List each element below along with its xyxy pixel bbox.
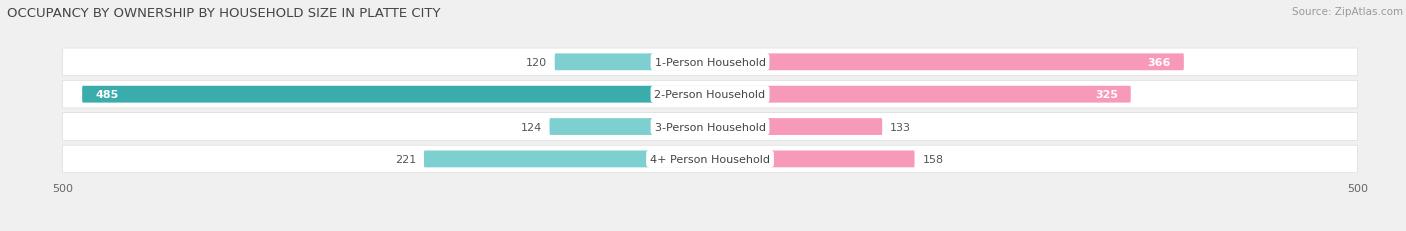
FancyBboxPatch shape: [63, 146, 1357, 173]
FancyBboxPatch shape: [63, 113, 1357, 141]
FancyBboxPatch shape: [63, 49, 1357, 76]
Text: 133: 133: [890, 122, 911, 132]
FancyBboxPatch shape: [710, 151, 914, 168]
FancyBboxPatch shape: [710, 54, 1184, 71]
Text: 3-Person Household: 3-Person Household: [655, 122, 765, 132]
FancyBboxPatch shape: [555, 54, 710, 71]
Text: 124: 124: [520, 122, 541, 132]
FancyBboxPatch shape: [425, 151, 710, 168]
FancyBboxPatch shape: [550, 119, 710, 135]
FancyBboxPatch shape: [710, 119, 882, 135]
Text: 2-Person Household: 2-Person Household: [654, 90, 766, 100]
Text: 221: 221: [395, 154, 416, 164]
Text: 4+ Person Household: 4+ Person Household: [650, 154, 770, 164]
Text: 158: 158: [922, 154, 943, 164]
FancyBboxPatch shape: [82, 86, 710, 103]
Text: 485: 485: [96, 90, 118, 100]
FancyBboxPatch shape: [63, 81, 1357, 109]
Text: 325: 325: [1095, 90, 1118, 100]
Text: OCCUPANCY BY OWNERSHIP BY HOUSEHOLD SIZE IN PLATTE CITY: OCCUPANCY BY OWNERSHIP BY HOUSEHOLD SIZE…: [7, 7, 440, 20]
Text: 1-Person Household: 1-Person Household: [655, 58, 765, 67]
Text: Source: ZipAtlas.com: Source: ZipAtlas.com: [1292, 7, 1403, 17]
FancyBboxPatch shape: [710, 86, 1130, 103]
Text: 366: 366: [1147, 58, 1171, 67]
Text: 120: 120: [526, 58, 547, 67]
